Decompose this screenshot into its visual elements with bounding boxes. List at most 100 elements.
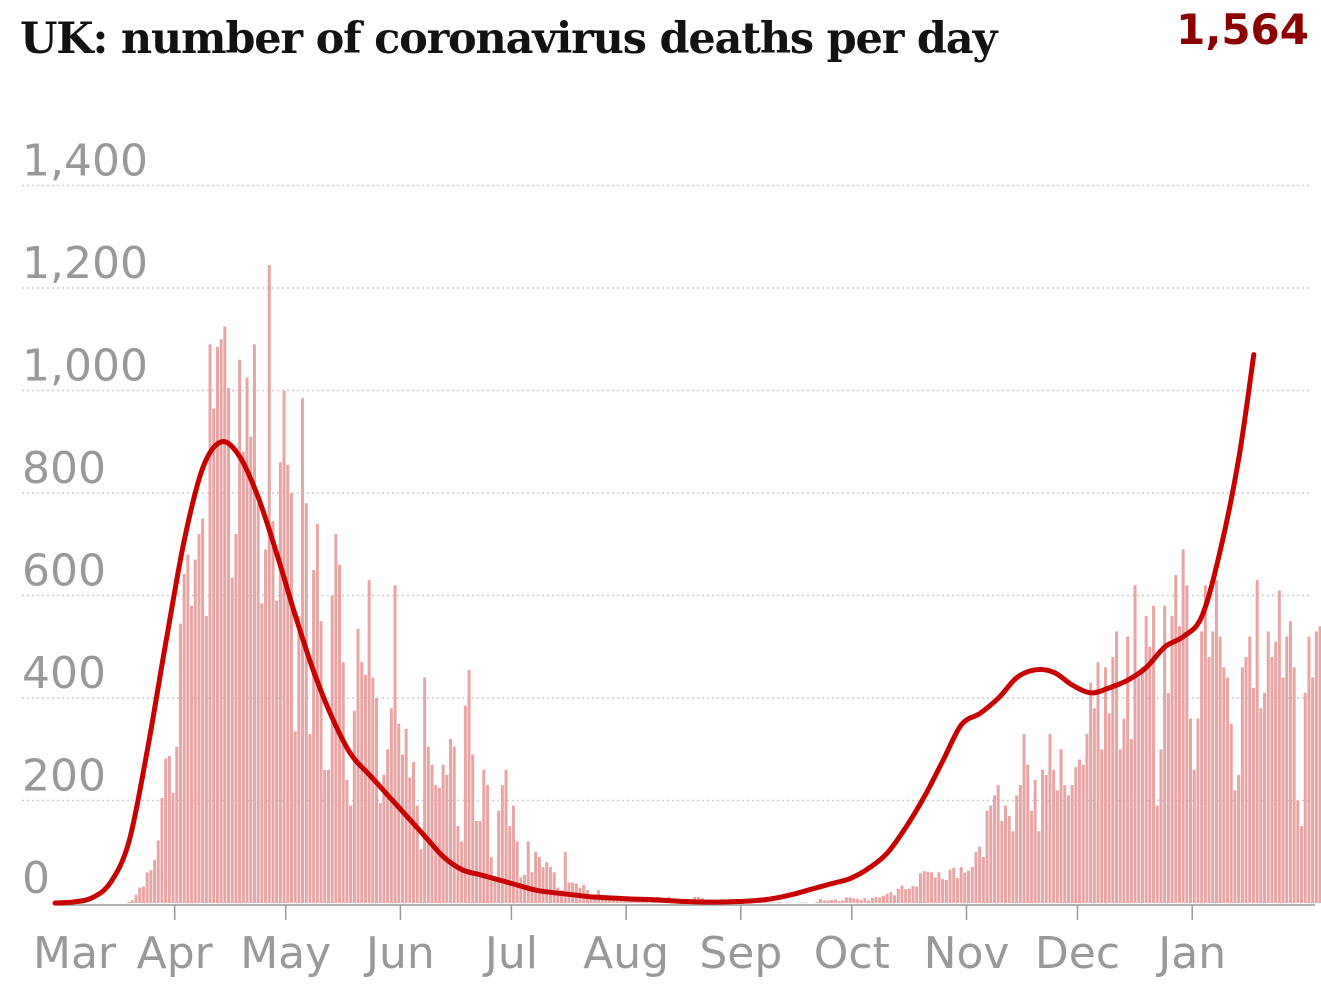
bar [212,408,216,903]
bar [190,605,194,903]
bar [933,877,937,903]
bar [1085,733,1089,903]
bar [767,902,771,903]
x-tick-label: Apr [137,928,214,979]
bar [1029,810,1033,903]
bar [1096,662,1100,903]
bar [1107,713,1111,903]
bar [241,452,245,903]
bar [548,867,552,903]
bar [859,899,863,903]
bar [1148,646,1152,903]
bar [419,849,423,903]
bar [156,840,160,903]
bar [837,900,841,903]
bar [963,872,967,903]
bar [511,805,515,903]
bar [885,893,889,903]
bar [1281,677,1285,903]
x-tick-label: Oct [814,928,890,979]
bar [1244,657,1248,903]
bar [1218,636,1222,903]
bar [844,897,848,903]
bar [822,900,826,903]
bar [193,559,197,903]
bar [315,523,319,903]
bar [770,902,774,903]
bar [1314,631,1318,903]
bar [230,577,234,903]
bar [948,869,952,903]
bar [197,534,201,903]
bar [1081,764,1085,903]
x-tick-label: Jan [1155,928,1226,979]
bar [608,898,612,903]
bar [1033,780,1037,903]
bar [937,872,941,903]
bar [1163,605,1167,903]
bar [1196,718,1200,903]
bar [826,900,830,903]
bar [1318,626,1321,903]
bar [637,900,641,903]
bar [1103,667,1107,903]
y-tick-label: 1,000 [22,341,148,392]
bar [1011,831,1015,903]
bar [360,662,364,903]
bar [881,895,885,903]
bar [363,674,367,903]
bar [1129,739,1133,903]
bar [153,859,157,903]
bar [907,888,911,903]
bar [1041,769,1045,903]
bar [323,769,327,903]
bar [560,890,564,903]
bar [1174,575,1178,903]
bar [508,826,512,903]
bar [293,731,297,903]
bar [1055,790,1059,903]
bar [830,899,834,903]
x-tick-label: Mar [33,928,117,979]
bar [1000,821,1004,903]
bar [393,585,397,903]
bar [234,534,238,903]
bar [160,797,164,903]
bar [1288,621,1292,903]
bar [149,870,153,903]
bar [833,899,837,903]
bar [286,464,290,903]
bar [878,897,882,903]
bar [282,390,286,903]
bar [1192,769,1196,903]
bar [164,758,168,903]
bar [526,841,530,903]
bar [334,534,338,903]
bar [289,493,293,903]
bar [500,785,504,903]
bar [397,723,401,903]
bar [926,871,930,903]
bar [1078,759,1082,903]
bar [412,762,416,903]
bar [1100,749,1104,903]
bar [848,897,852,903]
bar [167,755,171,903]
bar [863,898,867,903]
bar [593,897,597,903]
bar [841,900,845,903]
bar [545,862,549,903]
y-tick-label: 0 [22,853,50,904]
bar [1251,687,1255,903]
bar [134,894,138,903]
bar [345,780,349,903]
bar [1274,641,1278,903]
bar [815,901,819,903]
bar [426,746,430,903]
bar [874,896,878,903]
bar [304,503,308,903]
peak-label: 1,564 [1176,5,1309,54]
bar [1266,631,1270,903]
bar [486,785,490,903]
